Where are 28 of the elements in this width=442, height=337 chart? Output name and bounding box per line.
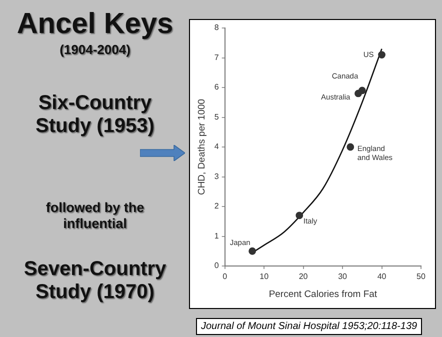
y-tick-label: 3 xyxy=(214,172,220,181)
point xyxy=(346,143,354,151)
x-tick-label: 50 xyxy=(416,272,426,282)
y-tick-label: 1 xyxy=(214,231,220,240)
point xyxy=(248,247,256,255)
y-tick-label: 4 xyxy=(214,142,220,152)
text: Seven-Country Study (1970) xyxy=(22,258,168,304)
chart-title: Ancel Keys xyxy=(16,8,174,41)
point xyxy=(358,86,366,94)
y-tick-label: 2 xyxy=(214,202,220,211)
text: Six-Country Study (1953) xyxy=(34,92,156,138)
y-tick-label: 7 xyxy=(214,52,220,62)
x-axis-title: Percent Calories from Fat xyxy=(268,288,378,300)
text: followed by the influential xyxy=(44,200,146,232)
x-tick-label: 0 xyxy=(222,272,228,282)
y-tick-label: 5 xyxy=(214,112,220,122)
y-tick-label: 8 xyxy=(214,23,220,32)
x-tick-label: 20 xyxy=(298,272,308,282)
x-tick-label: 10 xyxy=(260,272,270,282)
point xyxy=(296,212,304,220)
point xyxy=(378,51,386,58)
y-tick-label: 0 xyxy=(214,261,220,270)
x-tick-label: 30 xyxy=(338,272,348,282)
x-tick-label: 40 xyxy=(377,272,387,282)
y-tick-label: 6 xyxy=(214,82,220,92)
text: Journal of Mount Sinai Hospital 1953;20:118-139 xyxy=(196,318,422,335)
y-axis-title: CHD, Deaths per 1000 xyxy=(196,98,208,196)
text: (1904-2004) xyxy=(58,42,132,57)
